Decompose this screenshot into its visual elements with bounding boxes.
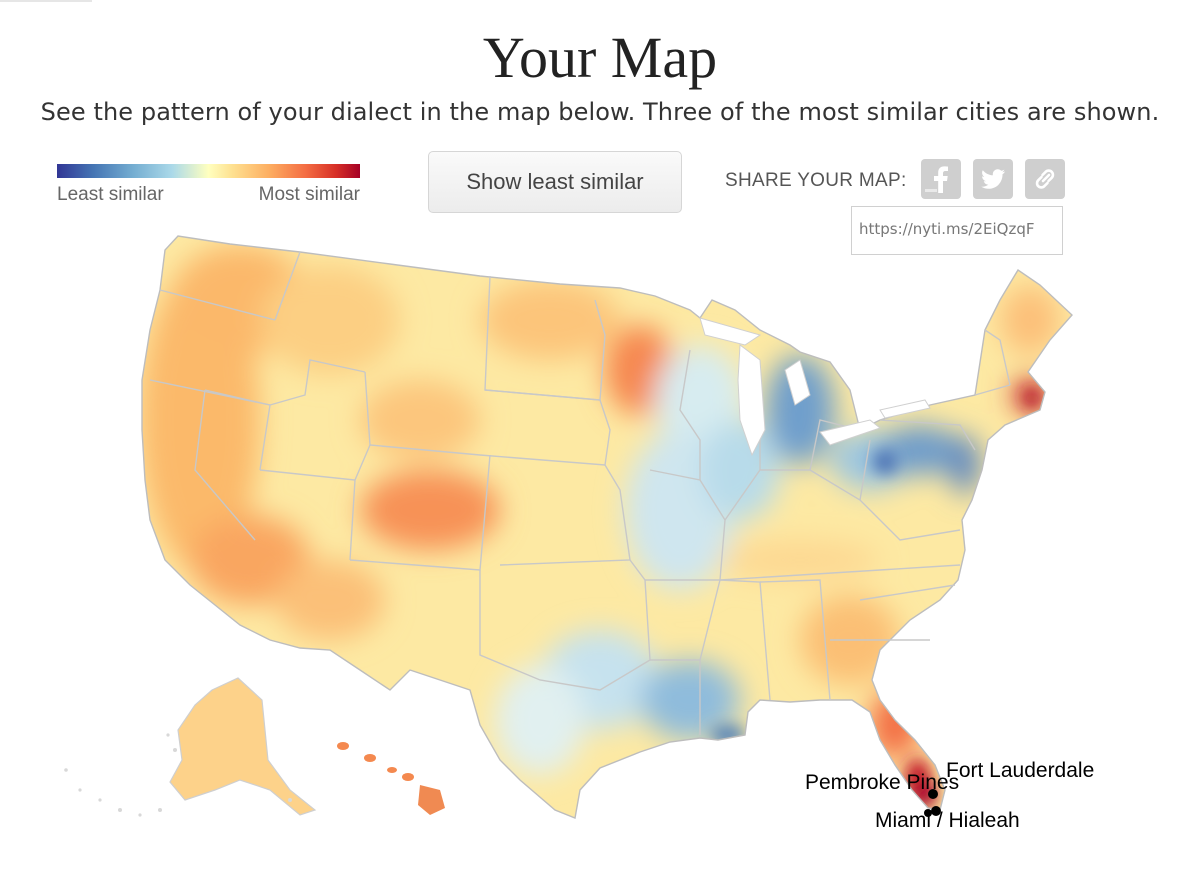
legend-gradient-bar [57, 164, 360, 178]
city-label-miami-hialeah: Miami / Hialeah [875, 809, 1020, 832]
facebook-icon[interactable] [921, 159, 961, 199]
city-marker-fort-lauderdale[interactable] [928, 789, 938, 799]
similarity-legend: Least similar Most similar [57, 164, 360, 206]
share-url-field[interactable]: https://nyti.ms/2EiQzqF [851, 206, 1063, 255]
dialect-similarity-map: Fort Lauderdale Pembroke Pines Miami / H… [64, 235, 1094, 832]
top-divider [0, 0, 92, 2]
city-marker-miami-hialeah[interactable] [924, 809, 932, 817]
legend-least-label: Least similar [57, 184, 164, 205]
twitter-icon[interactable] [973, 159, 1013, 199]
city-markers [924, 789, 941, 817]
city-label-fort-lauderdale: Fort Lauderdale [946, 759, 1094, 782]
alaska [64, 677, 317, 817]
city-label-pembroke-pines: Pembroke Pines [805, 771, 959, 794]
page-title: Your Map [482, 25, 718, 90]
page-subtitle: See the pattern of your dialect in the m… [40, 98, 1160, 126]
hawaii [337, 742, 445, 815]
great-lakes [699, 317, 931, 457]
city-labels: Fort Lauderdale Pembroke Pines Miami / H… [805, 759, 1094, 832]
legend-most-label: Most similar [258, 184, 360, 205]
link-icon[interactable] [1025, 159, 1065, 199]
share-label: SHARE YOUR MAP: [725, 170, 907, 191]
contiguous-us [142, 236, 1072, 818]
city-marker-pembroke-pines[interactable] [931, 806, 941, 816]
show-least-similar-button[interactable]: Show least similar [428, 151, 682, 213]
